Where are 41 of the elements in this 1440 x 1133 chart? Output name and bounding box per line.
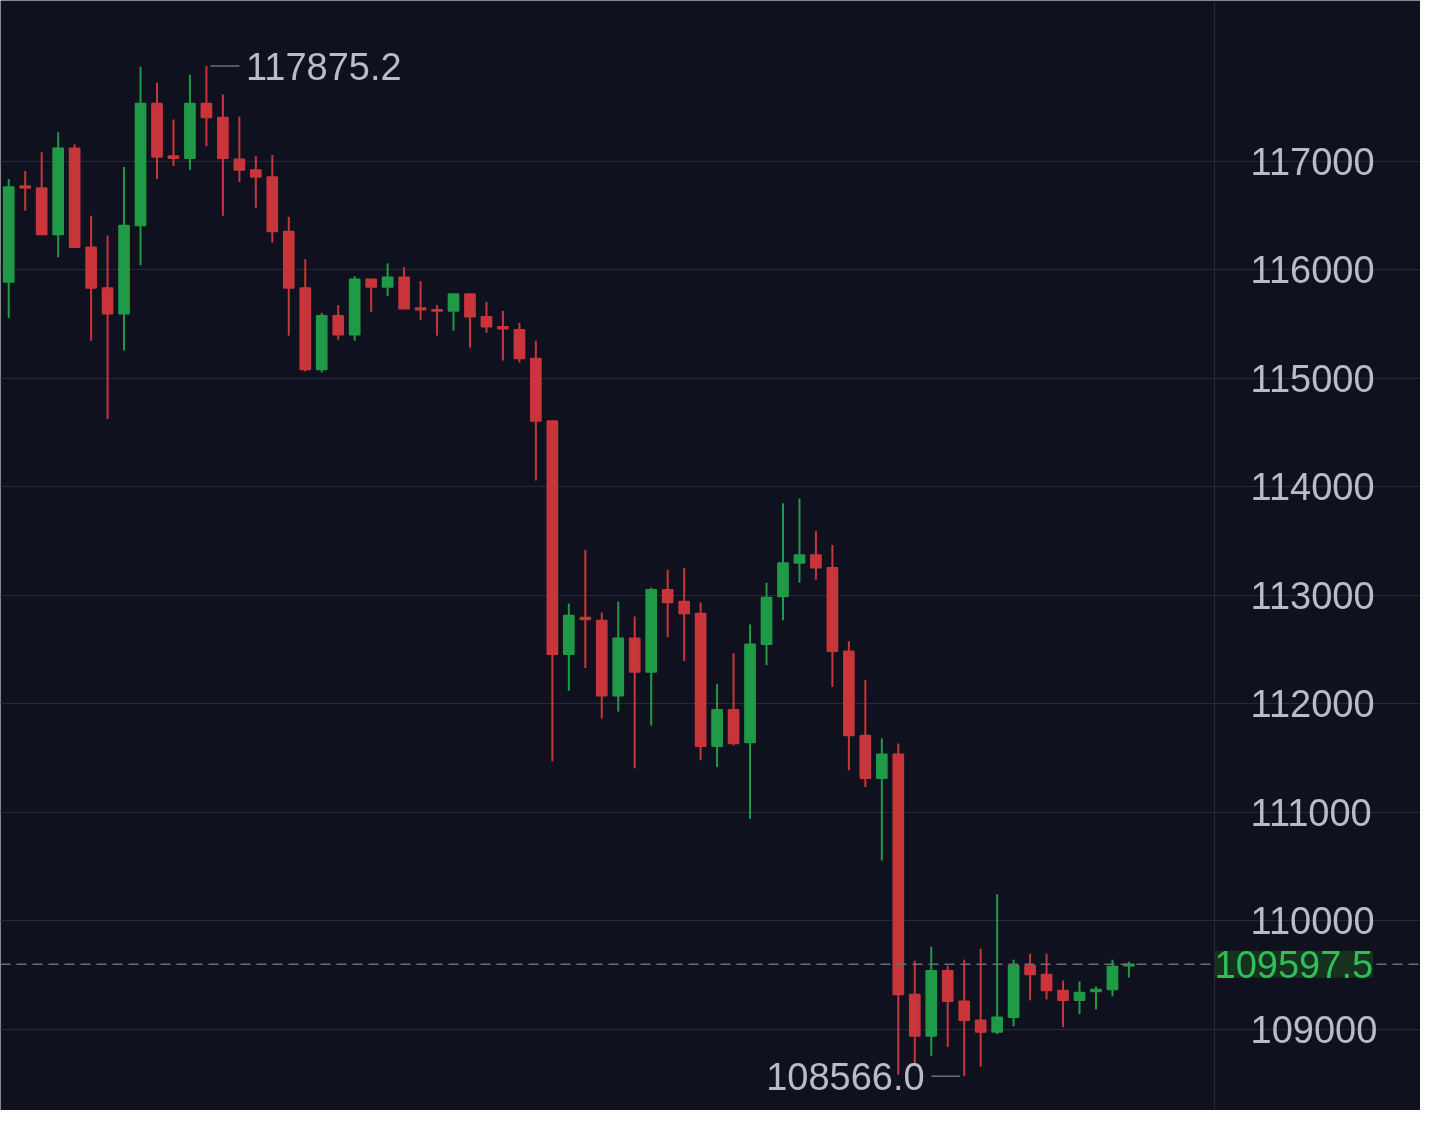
annotation: 108566.0: [766, 1055, 925, 1098]
y-tick-label: 117000: [1250, 140, 1375, 183]
y-tick-label: 110000: [1250, 900, 1375, 943]
candlestick: [447, 293, 460, 332]
candlestick: [810, 530, 822, 581]
candlestick: [431, 303, 443, 337]
candlestick: [233, 115, 246, 183]
candlestick: [991, 893, 1003, 1036]
candlestick: [249, 155, 262, 209]
y-tick-label: 111000: [1250, 791, 1372, 834]
candlestick: [167, 118, 180, 168]
candlestick: [1106, 958, 1119, 998]
candlestick: [332, 303, 345, 341]
y-tick-label: 115000: [1250, 357, 1375, 400]
candlestick: [497, 309, 509, 362]
candlestick: [19, 169, 32, 212]
y-tick-label: 113000: [1250, 574, 1375, 617]
annotation: 117875.2: [245, 45, 402, 88]
ref-line-label: 109597.5: [1214, 943, 1374, 986]
candlestick: [661, 568, 674, 639]
y-tick-label: 112000: [1250, 683, 1375, 726]
candlestick: [958, 958, 971, 1078]
candlestick: [793, 497, 806, 584]
candlestick: [365, 278, 378, 313]
candlestick: [1024, 952, 1036, 1002]
y-tick-label: 109000: [1250, 1008, 1378, 1051]
candlestick: [200, 65, 213, 148]
candlestick: [1090, 985, 1102, 1011]
candlestick: [1073, 980, 1086, 1016]
candlestick: [464, 293, 476, 349]
candlestick: [974, 947, 987, 1068]
candlestick: [875, 737, 888, 862]
candlestick: [579, 548, 592, 670]
y-tick-label: 114000: [1250, 466, 1375, 509]
candlestick: [414, 280, 427, 321]
y-tick-label: 116000: [1250, 249, 1375, 292]
candlestick: [1040, 952, 1053, 1001]
candlestick: [381, 262, 394, 297]
candlestick: [1057, 979, 1069, 1029]
candlestick: [678, 566, 690, 663]
candlestick: [480, 300, 493, 334]
